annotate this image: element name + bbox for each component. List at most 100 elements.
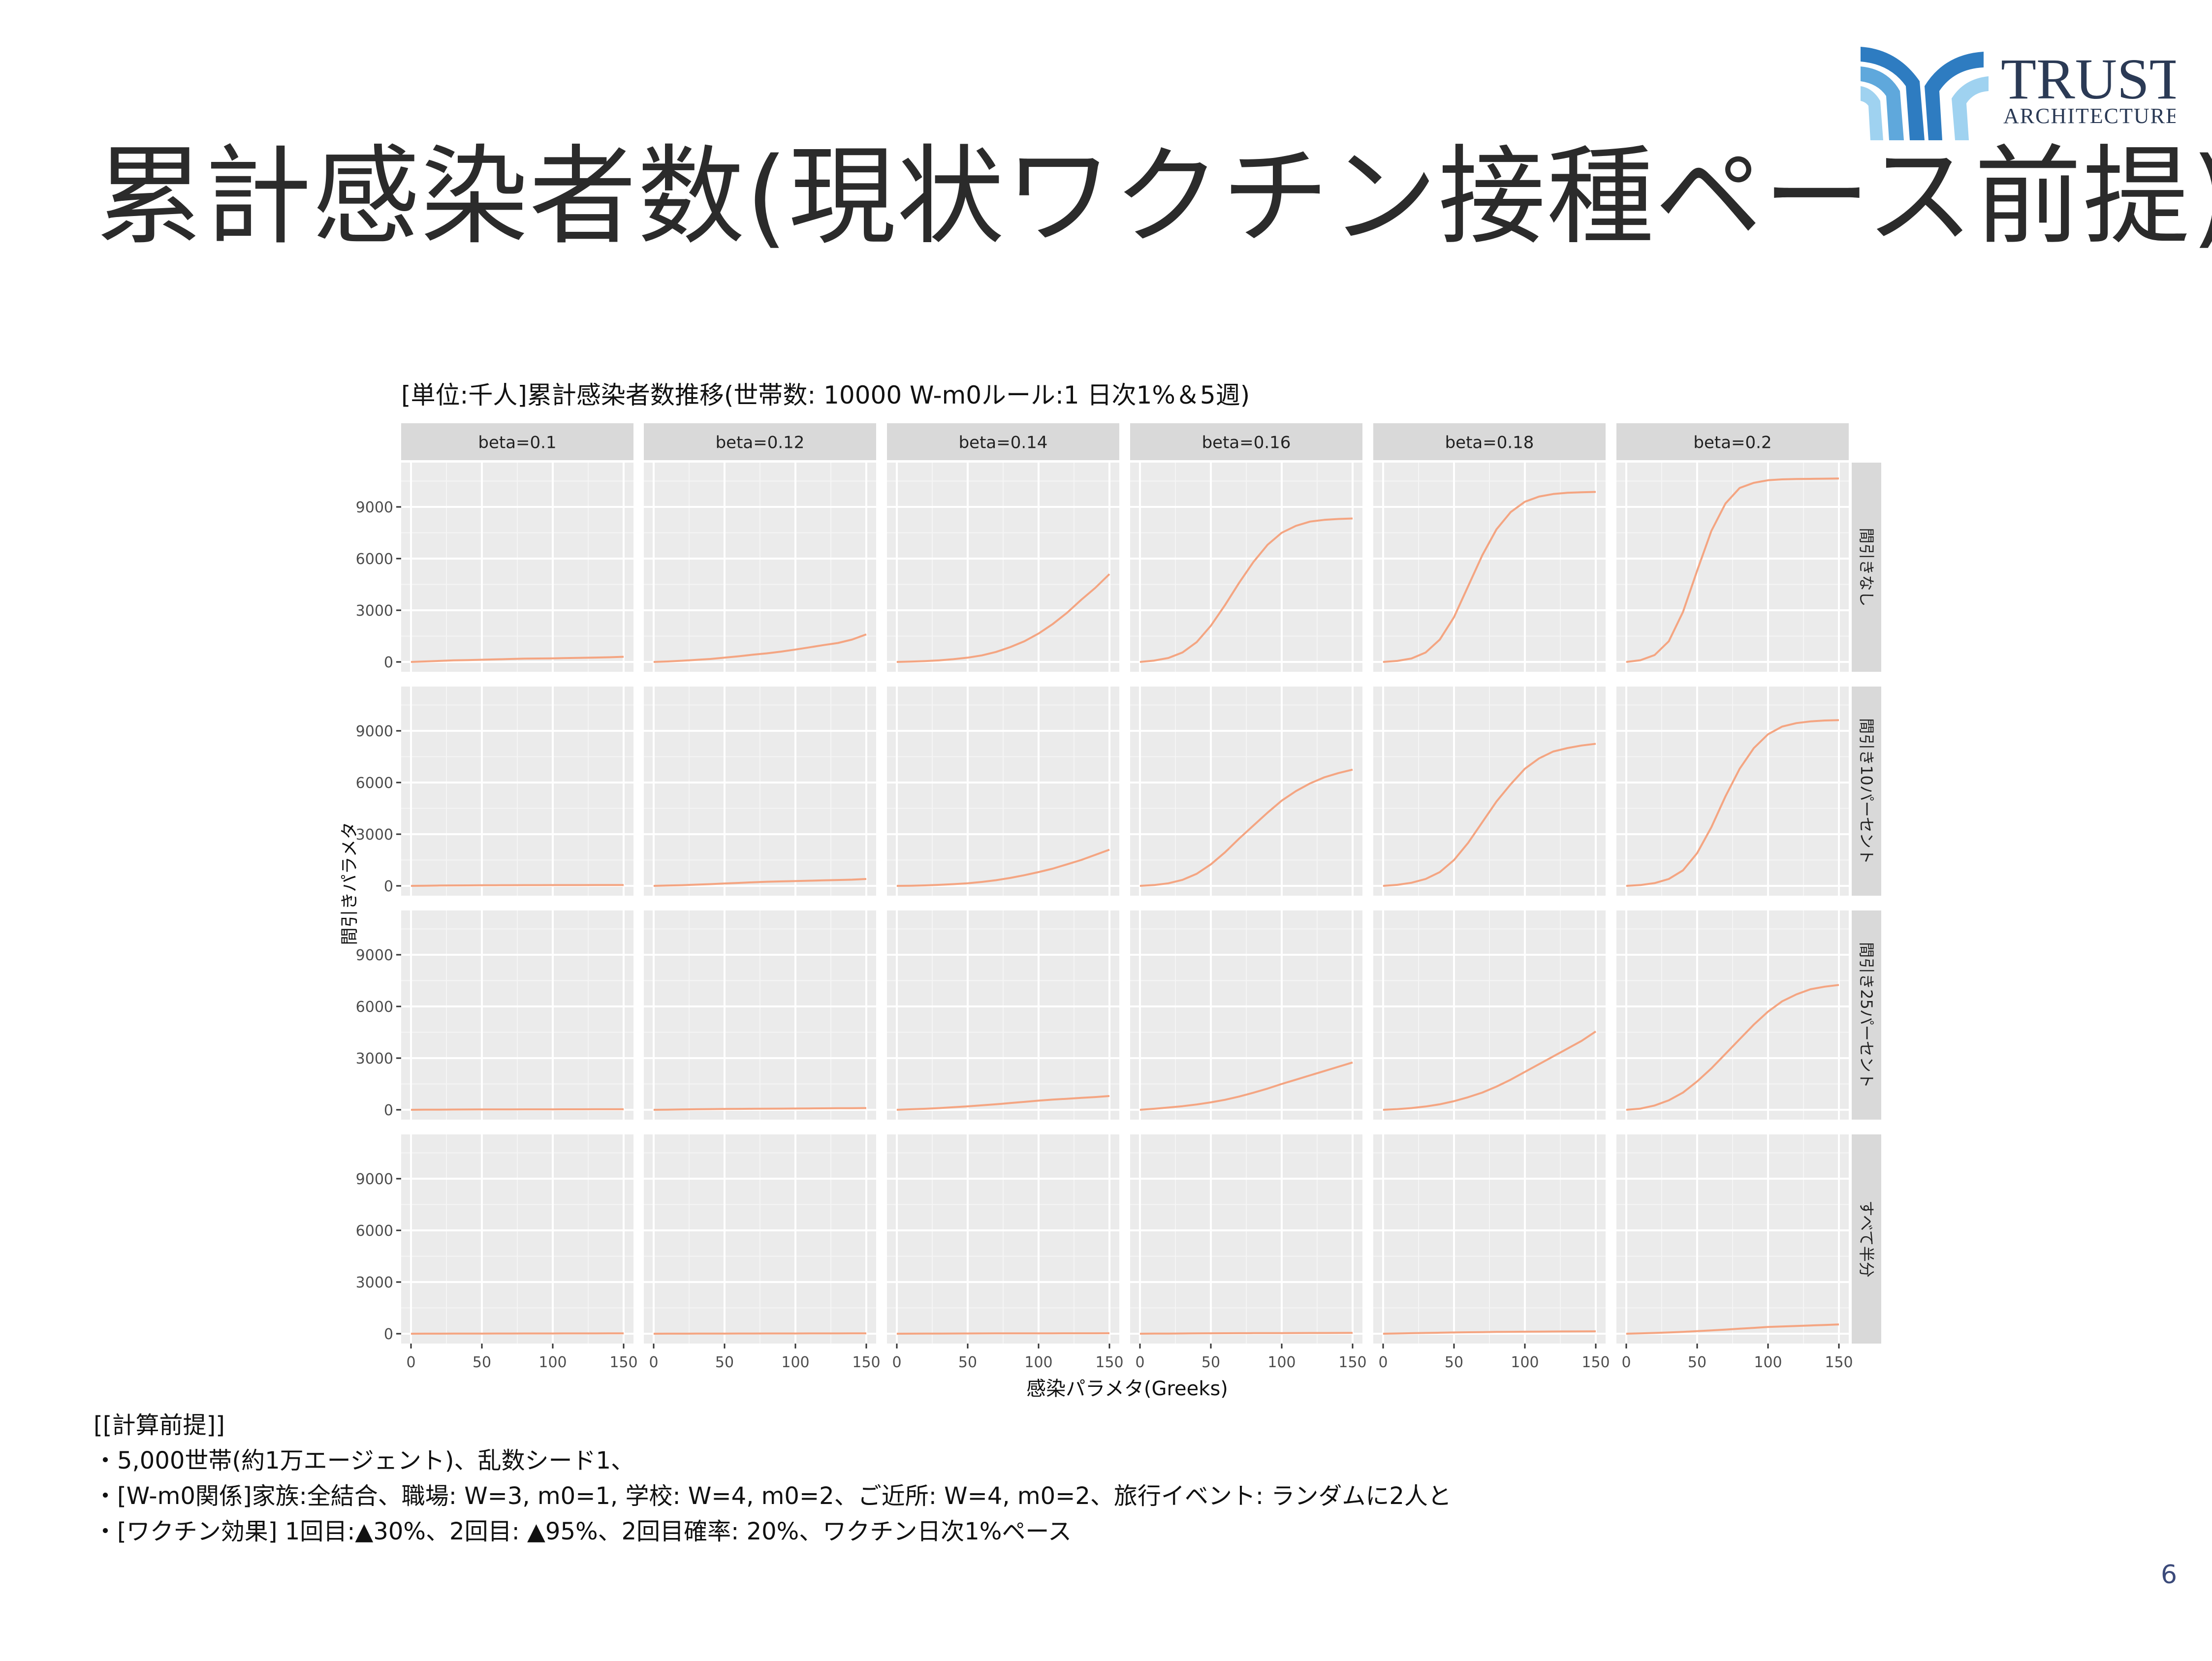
x-tick-label: 50 [473, 1354, 491, 1371]
x-tick-label: 0 [1135, 1354, 1144, 1371]
x-tick-label: 0 [1378, 1354, 1388, 1371]
x-tick-label: 0 [406, 1354, 415, 1371]
x-tick-label: 100 [1267, 1354, 1296, 1371]
row-strip [1852, 910, 1881, 1120]
y-tick-label: 0 [384, 1326, 393, 1343]
y-tick-label: 3000 [356, 1274, 393, 1291]
trust-architecture-logo: TRUST ARCHITECTURE [1861, 47, 2176, 140]
y-tick-label: 9000 [356, 499, 393, 516]
series-line [1626, 1323, 1839, 1335]
y-tick-label: 3000 [356, 1050, 393, 1067]
row-strip-label: 間引き10パーセント [1857, 718, 1876, 864]
column-strip-label: beta=0.2 [1693, 433, 1771, 453]
series-line [1139, 1061, 1353, 1111]
series-line [1383, 1330, 1596, 1335]
x-tick-label: 100 [1024, 1354, 1052, 1371]
calculation-notes: [[計算前提]] ・5,000世帯(約1万エージェント)、乱数シード1、 ・[W… [94, 1408, 1452, 1549]
x-tick-label: 50 [1201, 1354, 1220, 1371]
series-line [1626, 984, 1839, 1111]
series-line [411, 656, 624, 663]
notes-line-1: ・5,000世帯(約1万エージェント)、乱数シード1、 [94, 1447, 634, 1474]
series-line [896, 573, 1110, 663]
x-tick-label: 150 [1825, 1354, 1853, 1371]
series-line [1139, 768, 1353, 887]
series-line [411, 1332, 624, 1335]
row-strip-label: すべて半分 [1857, 1200, 1876, 1277]
y-tick-label: 0 [384, 654, 393, 671]
row-strip [1852, 1134, 1881, 1344]
series-line [653, 1107, 867, 1111]
series-line [896, 848, 1110, 887]
y-tick-label: 0 [384, 1102, 393, 1119]
y-axis-label: 間引きパラメタ [340, 822, 360, 945]
y-tick-label: 3000 [356, 826, 393, 844]
series-line [1383, 1031, 1597, 1111]
series-line [653, 1332, 866, 1335]
series-line [1383, 491, 1596, 663]
x-tick-label: 150 [1338, 1354, 1366, 1371]
x-tick-label: 150 [1581, 1354, 1610, 1371]
x-tick-label: 50 [1445, 1354, 1463, 1371]
x-tick-label: 150 [609, 1354, 637, 1371]
x-tick-label: 150 [852, 1354, 880, 1371]
column-strip [1373, 423, 1606, 460]
x-tick-label: 100 [1511, 1354, 1539, 1371]
row-strip [1852, 687, 1881, 896]
slide-title: 累計感染者数(現状ワクチン接種ペース前提) [96, 135, 2212, 259]
y-tick-label: 6000 [356, 551, 393, 568]
x-tick-label: 0 [649, 1354, 658, 1371]
y-tick-label: 9000 [356, 947, 393, 964]
x-tick-label: 0 [1621, 1354, 1631, 1371]
y-tick-label: 6000 [356, 775, 393, 792]
row-strip-label: 間引き25パーセント [1857, 942, 1876, 1088]
column-strip [1616, 423, 1849, 460]
series-line [896, 1332, 1110, 1335]
logo-mark-icon [1861, 47, 1989, 140]
series-line [1139, 1332, 1353, 1335]
series-line [1626, 477, 1839, 663]
x-tick-label: 100 [781, 1354, 809, 1371]
series-line [1139, 517, 1353, 663]
column-strip-label: beta=0.1 [478, 433, 556, 453]
x-tick-label: 0 [892, 1354, 901, 1371]
column-strip [401, 423, 633, 460]
y-tick-label: 6000 [356, 999, 393, 1016]
logo-name: TRUST [2001, 47, 2176, 111]
x-tick-label: 150 [1095, 1354, 1123, 1371]
series-line [653, 633, 867, 663]
series-line [1626, 719, 1839, 887]
notes-heading: [[計算前提]] [94, 1411, 225, 1439]
logo-subtitle: ARCHITECTURE [2003, 104, 2176, 128]
x-tick-label: 100 [1754, 1354, 1782, 1371]
y-tick-label: 3000 [356, 602, 393, 620]
column-strip [1130, 423, 1362, 460]
row-strip [1852, 463, 1881, 672]
y-tick-label: 0 [384, 878, 393, 895]
x-tick-label: 50 [958, 1354, 977, 1371]
x-tick-label: 50 [1688, 1354, 1706, 1371]
notes-line-3: ・[ワクチン効果] 1回目:▲30%、2回目: ▲95%、2回目確率: 20%、… [94, 1518, 1072, 1545]
column-strip-label: beta=0.18 [1445, 433, 1534, 453]
column-strip-label: beta=0.16 [1202, 433, 1291, 453]
column-strip [644, 423, 876, 460]
series-line [896, 1095, 1110, 1111]
x-tick-label: 50 [715, 1354, 734, 1371]
series-line [653, 878, 867, 887]
series-line [1383, 743, 1596, 887]
row-strip-label: 間引きなし [1857, 528, 1876, 606]
y-tick-label: 9000 [356, 723, 393, 740]
facet-grid: beta=0.1 beta=0.12 beta=0.14 beta=0.16 beta=… [356, 423, 1881, 1371]
series-line [411, 884, 624, 887]
y-tick-label: 6000 [356, 1222, 393, 1240]
x-tick-label: 100 [538, 1354, 567, 1371]
notes-line-2: ・[W-m0関係]家族:全結合、職場: W=3, m0=1, 学校: W=4, … [94, 1482, 1452, 1510]
y-tick-label: 9000 [356, 1171, 393, 1188]
chart-title: [単位:千人]累計感染者数推移(世帯数: 10000 W-m0ルール:1 日次1… [401, 381, 1250, 409]
page-number: 6 [2161, 1560, 2178, 1590]
series-line [411, 1108, 624, 1111]
column-strip [887, 423, 1119, 460]
column-strip-label: beta=0.12 [716, 433, 805, 453]
column-strip-label: beta=0.14 [959, 433, 1048, 453]
x-axis-label: 感染パラメタ(Greeks) [1026, 1378, 1228, 1400]
